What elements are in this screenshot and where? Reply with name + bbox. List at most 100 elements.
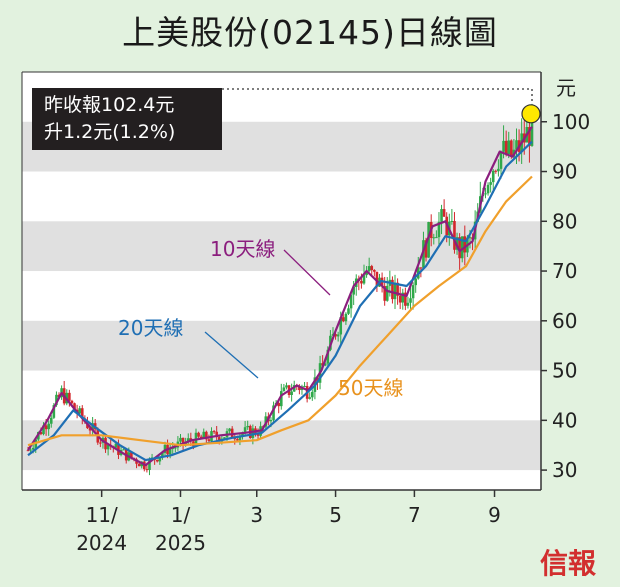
candle-body	[236, 439, 239, 441]
candle-body	[179, 437, 182, 442]
candle-body	[489, 182, 492, 185]
candle-body	[52, 405, 56, 418]
candle-body	[326, 349, 330, 364]
candle-body	[246, 425, 249, 428]
candle-body	[47, 423, 50, 430]
candle-body	[241, 433, 244, 436]
candle-body	[272, 405, 275, 420]
candle-body	[42, 425, 45, 435]
candle-body	[161, 452, 164, 457]
candle-body	[251, 428, 255, 438]
candle-body	[73, 403, 76, 410]
candle-body	[78, 408, 81, 414]
candle-body	[106, 444, 110, 450]
candle-body	[494, 170, 498, 172]
candle-body	[352, 287, 355, 295]
candle-body	[502, 140, 505, 152]
candle-body	[365, 271, 368, 276]
candle-body	[458, 237, 461, 259]
ma50-label: 50天線	[338, 376, 404, 400]
candle-body	[168, 448, 172, 455]
candle-body	[91, 423, 94, 431]
candle-body	[44, 425, 48, 430]
y-tick-label: 30	[552, 458, 577, 482]
candle-body	[422, 240, 425, 268]
candle-body	[507, 140, 511, 155]
candle-body	[303, 385, 306, 387]
candle-body	[401, 292, 405, 303]
candle-body	[437, 221, 441, 238]
candle-body	[468, 237, 472, 239]
candle-body	[334, 334, 337, 337]
candle-body	[411, 285, 415, 299]
candle-body	[202, 431, 206, 439]
candle-body	[217, 437, 221, 442]
candle-body	[148, 459, 151, 471]
candle-body	[99, 442, 102, 444]
candle-body	[391, 279, 394, 300]
candle-body	[130, 452, 133, 458]
x-tick-label: 1/	[171, 503, 191, 527]
candle-body	[515, 140, 518, 150]
candle-body	[491, 170, 495, 183]
candle-body	[49, 417, 53, 424]
x-tick-label: 3	[250, 503, 263, 527]
y-tick-label: 60	[552, 309, 577, 333]
candle-body	[432, 237, 436, 239]
ma-line-10天線	[27, 126, 533, 467]
candle-body	[197, 432, 200, 437]
candle-body	[114, 443, 118, 448]
candle-body	[31, 447, 35, 450]
candle-body	[450, 220, 454, 222]
ma10-leader-line	[283, 249, 331, 296]
candle-body	[453, 220, 456, 250]
candle-body	[233, 438, 237, 440]
last-close-marker	[521, 104, 541, 124]
y-tick-label: 90	[552, 160, 577, 184]
candle-body	[398, 295, 402, 303]
x-tick-label: 7	[408, 503, 421, 527]
candle-body	[414, 278, 417, 286]
candle-body	[360, 280, 363, 284]
candle-body	[336, 334, 340, 337]
candle-body	[155, 459, 159, 462]
candle-body	[370, 266, 374, 270]
candle-body	[383, 286, 386, 301]
candle-body	[207, 439, 211, 442]
candle-body	[205, 431, 208, 440]
candle-body	[409, 298, 412, 303]
last-close-dotted-line	[222, 88, 533, 104]
candle-body	[163, 444, 167, 453]
candle-body	[256, 434, 260, 436]
candle-body	[339, 317, 343, 335]
candle-body	[528, 127, 531, 146]
ma20-label: 20天線	[118, 316, 184, 340]
candle-body	[290, 391, 293, 395]
candle-body	[406, 302, 410, 306]
candle-body	[460, 236, 464, 259]
candle-body	[373, 269, 376, 272]
x-tick-label: 5	[329, 503, 342, 527]
candle-body	[199, 436, 203, 439]
candle-body	[88, 428, 92, 431]
y-tick-label: 70	[552, 259, 577, 283]
candle-body	[396, 282, 399, 296]
y-axis-unit: 元	[556, 76, 576, 100]
candle-body	[308, 397, 312, 399]
candle-body	[311, 391, 314, 398]
candle-body	[279, 391, 283, 407]
candle-body	[497, 168, 500, 172]
candle-body	[70, 400, 74, 404]
candle-body	[39, 432, 43, 435]
candle-body	[277, 402, 281, 407]
chart-title: 上美股份(02145)日線圖	[122, 13, 498, 52]
x-tick-label: 11/	[86, 503, 118, 527]
candle-body	[435, 237, 438, 239]
candle-body	[26, 450, 30, 452]
candle-body	[349, 294, 353, 309]
x-tick-label: 9	[488, 503, 501, 527]
y-tick-label: 80	[552, 209, 577, 233]
ma20-leader-line	[204, 331, 259, 379]
candle-body	[228, 428, 231, 432]
